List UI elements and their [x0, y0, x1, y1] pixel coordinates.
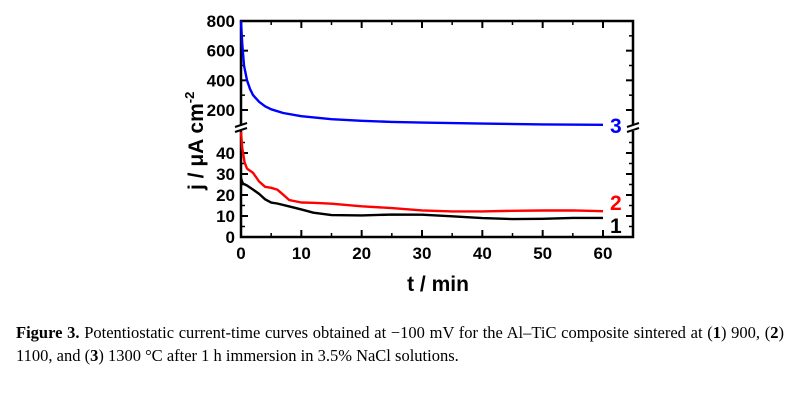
x-tick-label: 0: [236, 244, 245, 263]
y-tick-label: 10: [216, 207, 235, 226]
x-tick-label: 10: [292, 244, 311, 263]
y-tick-label: 30: [216, 165, 235, 184]
caption-sample-2: 2: [770, 323, 779, 342]
x-tick-label: 60: [594, 244, 613, 263]
y-axis-label: j / μA cm-2: [182, 92, 208, 191]
x-tick-label: 30: [413, 244, 432, 263]
axis-break-gap: [235, 125, 247, 131]
y-tick-label: 20: [216, 186, 235, 205]
y-tick-label: 600: [207, 42, 235, 61]
x-axis-label: t / min: [407, 273, 469, 296]
y-tick-label: 40: [216, 144, 235, 163]
y-axis-label-exponent: -2: [182, 92, 197, 104]
figure-caption: Figure 3. Potentiostatic current-time cu…: [16, 322, 784, 367]
caption-text: Potentiostatic current-time curves obtai…: [79, 323, 713, 342]
axis-break-mark: [234, 122, 248, 128]
caption-text: ) 1300 °C after 1 h immersion in 3.5% Na…: [98, 345, 459, 365]
axis-break-mark: [234, 127, 248, 133]
series-line-1: [239, 177, 603, 221]
figure-label: Figure 3.: [16, 323, 80, 342]
x-tick-label: 40: [473, 244, 492, 263]
y-tick-label: 800: [207, 12, 235, 31]
plot-frame: [239, 19, 635, 239]
y-tick-label: 400: [207, 71, 235, 90]
series-label-2: 2: [610, 192, 622, 215]
series-label-3: 3: [610, 115, 622, 138]
y-tick-label: 0: [226, 228, 235, 247]
y-tick-label: 200: [207, 101, 235, 120]
series-line-3: [239, 20, 604, 126]
axis-break-mark: [626, 122, 640, 128]
caption-sample-3: 3: [90, 345, 99, 365]
x-tick-label: 50: [533, 244, 552, 263]
x-tick-label: 20: [352, 244, 371, 263]
axis-break-mark: [626, 127, 640, 133]
series-label-1: 1: [610, 215, 622, 238]
series-line-2: [239, 131, 604, 213]
caption-text: ) 1100, and (: [16, 323, 784, 365]
axis-break-gap: [627, 125, 639, 131]
caption-text: ) 900, (: [720, 323, 771, 342]
caption-sample-1: 1: [712, 323, 721, 342]
